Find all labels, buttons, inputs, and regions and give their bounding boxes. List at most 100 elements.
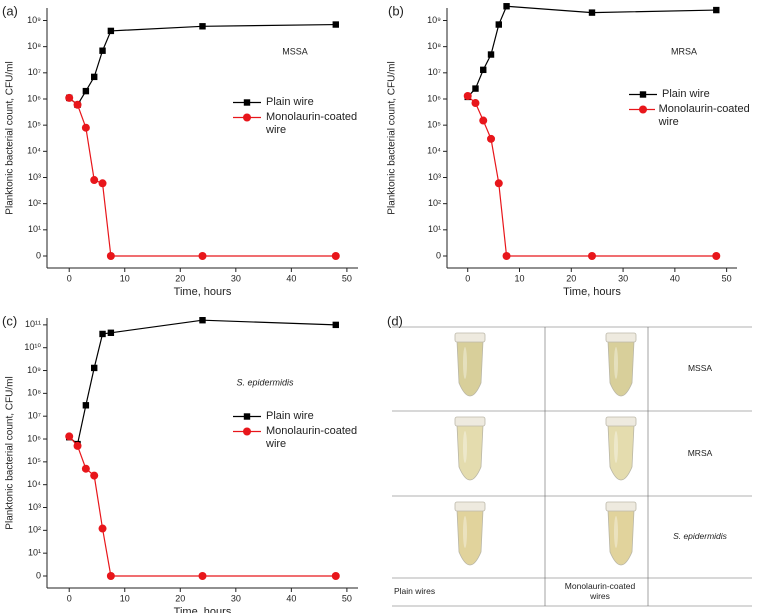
x-tick-label: 0: [465, 273, 470, 283]
marker: [588, 9, 596, 16]
y-tick-label: 10⁹: [427, 15, 441, 25]
series-line: [68, 436, 336, 577]
x-axis-label: Time, hours: [174, 606, 232, 613]
y-tick-label: 10³: [428, 172, 441, 182]
legend-label: Plain wire: [662, 88, 710, 100]
y-tick-label: 10³: [28, 502, 41, 512]
tube-shine: [614, 347, 618, 379]
legend-swatch: [233, 113, 261, 122]
tube: [456, 424, 484, 481]
marker: [479, 116, 488, 125]
legend-swatch: [233, 427, 261, 436]
tube-cap: [605, 501, 637, 512]
marker: [73, 441, 82, 450]
marker: [198, 252, 207, 260]
x-tick-label: 50: [342, 273, 352, 283]
x-axis-label: Time, hours: [174, 286, 232, 298]
y-tick-label: 10²: [428, 198, 441, 208]
legend-item: Monolaurin-coated wire: [232, 111, 374, 137]
marker: [99, 330, 106, 338]
legend-item: Monolaurin-coated wire: [232, 425, 374, 451]
y-tick-label: 10⁵: [427, 120, 441, 130]
series-line: [68, 23, 336, 106]
legend-label: Plain wire: [266, 96, 314, 108]
annotation: MSSA: [282, 46, 308, 56]
legend-marker: [243, 413, 251, 420]
x-tick-label: 50: [722, 273, 732, 283]
marker: [106, 252, 115, 260]
legend-label: Monolaurin-coated wire: [266, 425, 358, 450]
x-tick-label: 30: [618, 273, 628, 283]
row-label: S. epidermidis: [673, 531, 727, 541]
y-tick-label: 10³: [28, 172, 41, 182]
y-tick-label: 10²: [28, 198, 41, 208]
legend: Plain wire Monolaurin-coated wire: [628, 88, 760, 131]
y-tick-label: 0: [436, 250, 441, 260]
y-tick-label: 10⁴: [27, 479, 41, 489]
y-tick-label: 10⁴: [27, 146, 41, 156]
y-tick-label: 10¹¹: [25, 319, 41, 329]
marker: [331, 252, 340, 260]
tube-cap: [454, 501, 486, 512]
x-tick-label: 50: [342, 593, 352, 603]
y-axis-label: Planktonic bacterial count, CFU/ml: [5, 61, 16, 214]
tube: [607, 424, 635, 481]
column-label: Monolaurin-coated wires: [564, 581, 636, 601]
y-tick-label: 0: [36, 250, 41, 260]
y-tick-label: 10⁷: [28, 67, 41, 77]
panel-label: (b): [388, 3, 404, 18]
legend: Plain wire Monolaurin-coated wire: [232, 410, 374, 453]
panel-label: (a): [2, 3, 18, 18]
marker: [495, 21, 502, 28]
marker: [65, 93, 74, 102]
marker: [331, 572, 340, 580]
legend-item: Plain wire: [628, 88, 760, 101]
marker: [82, 87, 90, 95]
column-label: Plain wires: [394, 586, 436, 596]
marker: [713, 6, 720, 14]
legend-label: Plain wire: [266, 410, 314, 422]
y-tick-label: 0: [36, 570, 41, 580]
y-tick-label: 10⁸: [27, 388, 41, 398]
tube: [456, 340, 484, 397]
marker: [98, 524, 107, 533]
marker: [472, 85, 479, 92]
legend-label: Monolaurin-coated wire: [658, 103, 750, 128]
marker: [487, 134, 496, 143]
x-tick-label: 20: [175, 273, 185, 283]
y-tick-label: 10⁷: [28, 411, 41, 421]
marker: [332, 321, 339, 329]
legend-item: Monolaurin-coated wire: [628, 103, 760, 129]
y-tick-label: 10⁸: [427, 41, 441, 51]
x-tick-label: 40: [286, 273, 296, 283]
marker: [81, 123, 90, 132]
marker: [81, 464, 90, 473]
x-tick-label: 40: [670, 273, 680, 283]
legend: Plain wire Monolaurin-coated wire: [232, 96, 374, 139]
x-tick-label: 40: [286, 593, 296, 603]
tube: [607, 509, 635, 566]
y-tick-label: 10²: [28, 525, 41, 535]
y-tick-label: 10⁹: [27, 15, 41, 25]
marker: [107, 329, 115, 336]
x-tick-label: 10: [120, 593, 130, 603]
tube-shine: [463, 347, 467, 379]
marker: [82, 402, 90, 409]
annotation: S. epidermidis: [236, 377, 294, 387]
marker: [503, 3, 510, 10]
marker: [65, 432, 74, 441]
tube-cap: [605, 416, 637, 427]
y-tick-label: 10¹: [28, 224, 41, 234]
row-label: MRSA: [687, 447, 713, 458]
panel-label: (c): [2, 313, 17, 328]
marker: [494, 179, 503, 188]
y-tick-label: 10⁴: [427, 146, 441, 156]
marker: [471, 99, 480, 108]
x-tick-label: 20: [566, 273, 576, 283]
legend-swatch: [233, 99, 261, 106]
marker: [107, 27, 115, 35]
marker: [487, 51, 495, 58]
y-tick-label: 10¹: [428, 224, 441, 234]
y-tick-label: 10⁷: [428, 67, 441, 77]
